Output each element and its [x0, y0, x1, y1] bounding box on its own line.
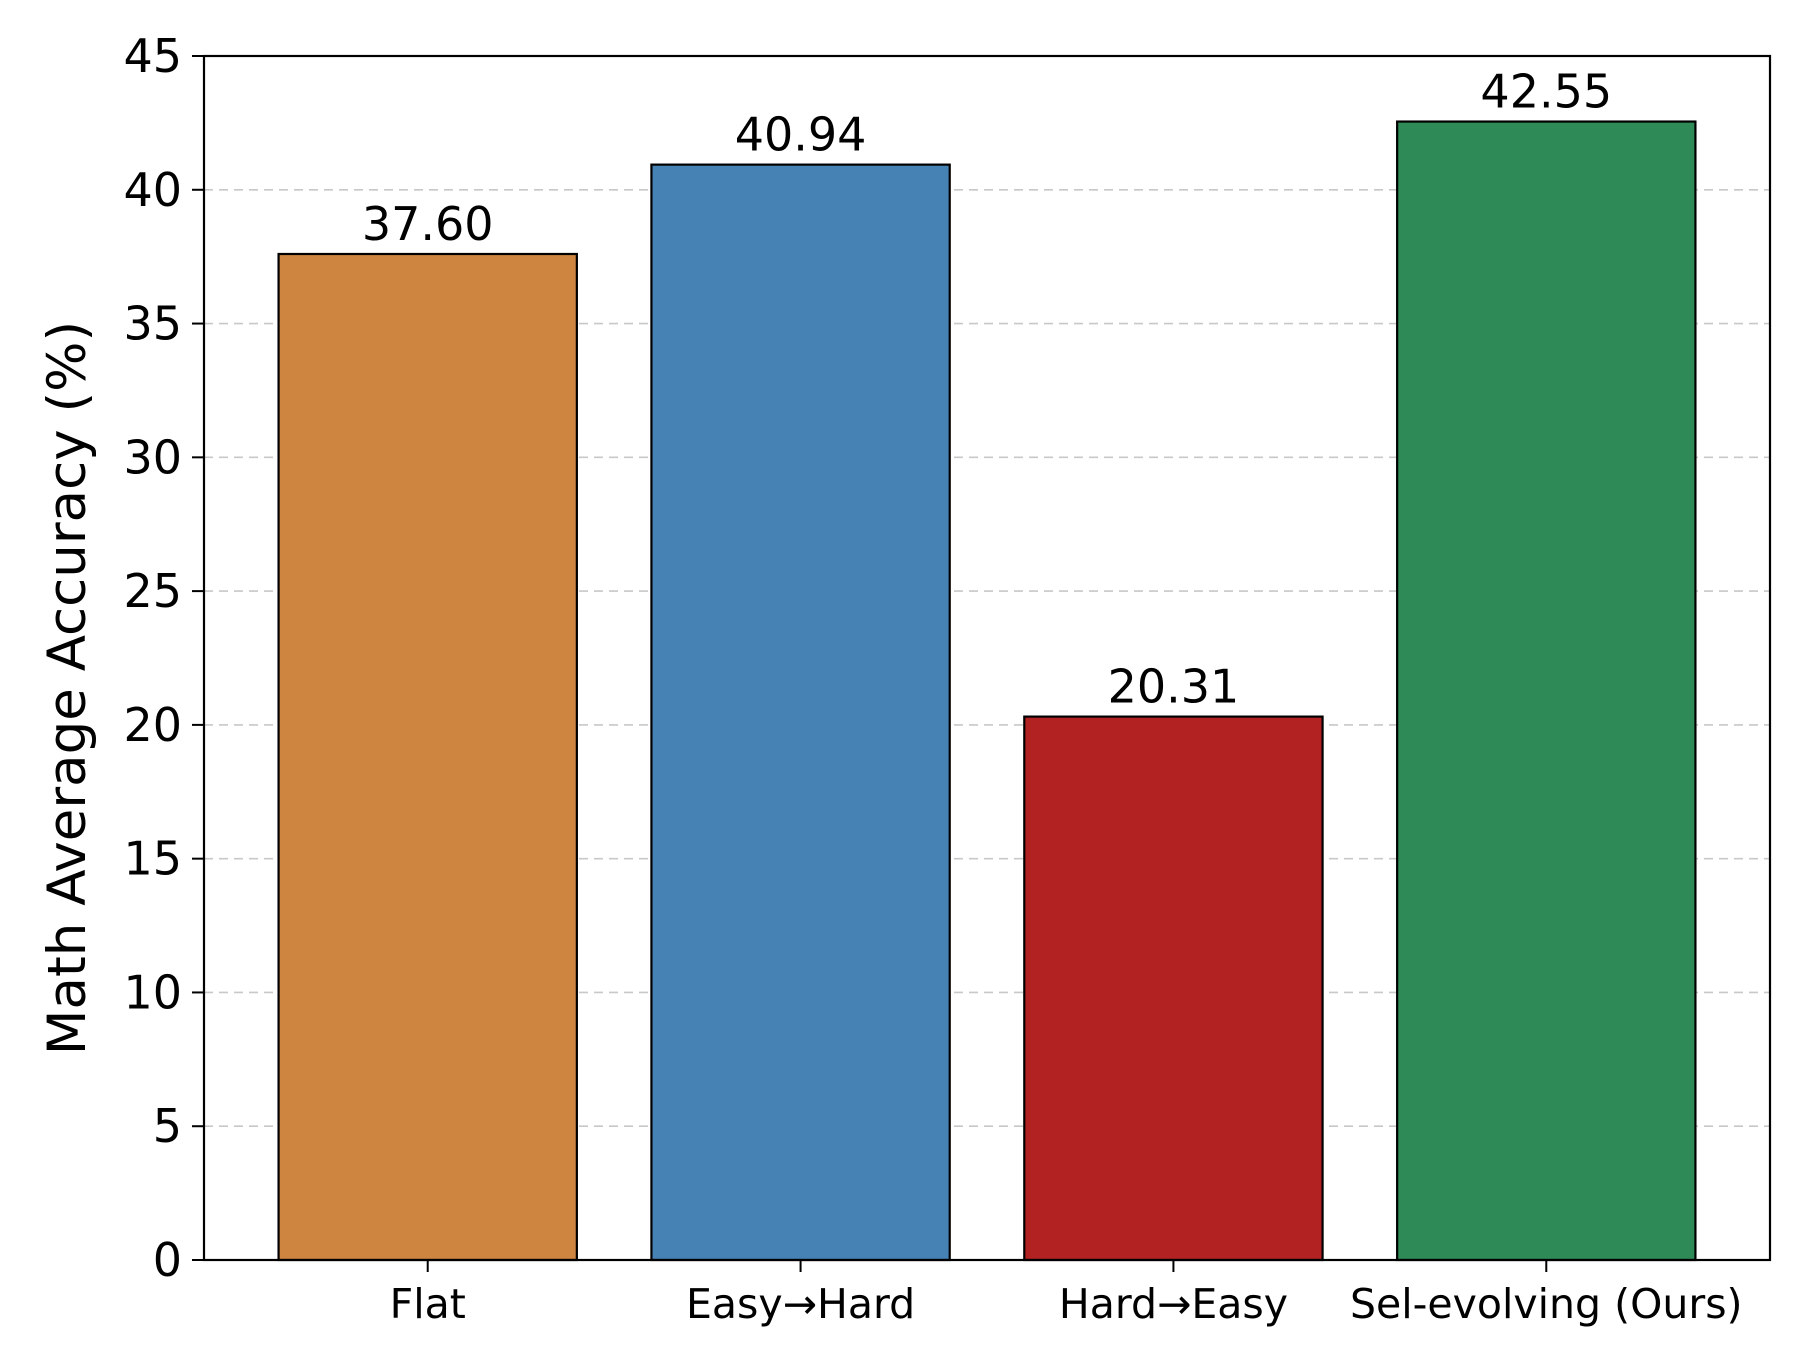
bars: [277, 120, 1697, 1262]
bar: [1023, 715, 1324, 1262]
plot-frame: [202, 54, 1772, 1262]
bar-value-label: 37.60: [362, 197, 494, 251]
x-tick-label: Sel-evolving (Ours): [1350, 1280, 1743, 1328]
value-labels: 37.60 40.94 20.31 42.55: [362, 65, 1612, 714]
y-tick-label: 20: [123, 698, 182, 752]
x-tick-label: Easy→Hard: [686, 1280, 915, 1328]
y-axis-label: Math Average Accuracy (%): [37, 321, 98, 1055]
y-tick-label: 0: [153, 1233, 182, 1287]
y-tick-label: 25: [123, 564, 182, 618]
x-tick-label: Hard→Easy: [1059, 1280, 1288, 1328]
bar-value-label: 40.94: [735, 108, 867, 162]
y-tick-label: 5: [153, 1099, 182, 1153]
y-tick-label: 15: [123, 832, 182, 886]
axis-ticks: 0 5 10 15 20 25 30 35 40 45 Flat Easy→Hard Hard→Easy…: [123, 29, 1742, 1328]
bar: [650, 163, 951, 1262]
y-tick-label: 45: [123, 29, 182, 83]
bar-value-label: 20.31: [1108, 660, 1240, 714]
y-tick-label: 30: [123, 430, 182, 484]
bar: [1396, 120, 1697, 1262]
bar: [277, 252, 578, 1262]
y-tick-label: 10: [123, 965, 182, 1019]
x-tick-label: Flat: [390, 1280, 466, 1328]
bar-value-label: 42.55: [1480, 65, 1612, 119]
y-tick-label: 35: [123, 297, 182, 351]
y-tick-label: 40: [123, 163, 182, 217]
